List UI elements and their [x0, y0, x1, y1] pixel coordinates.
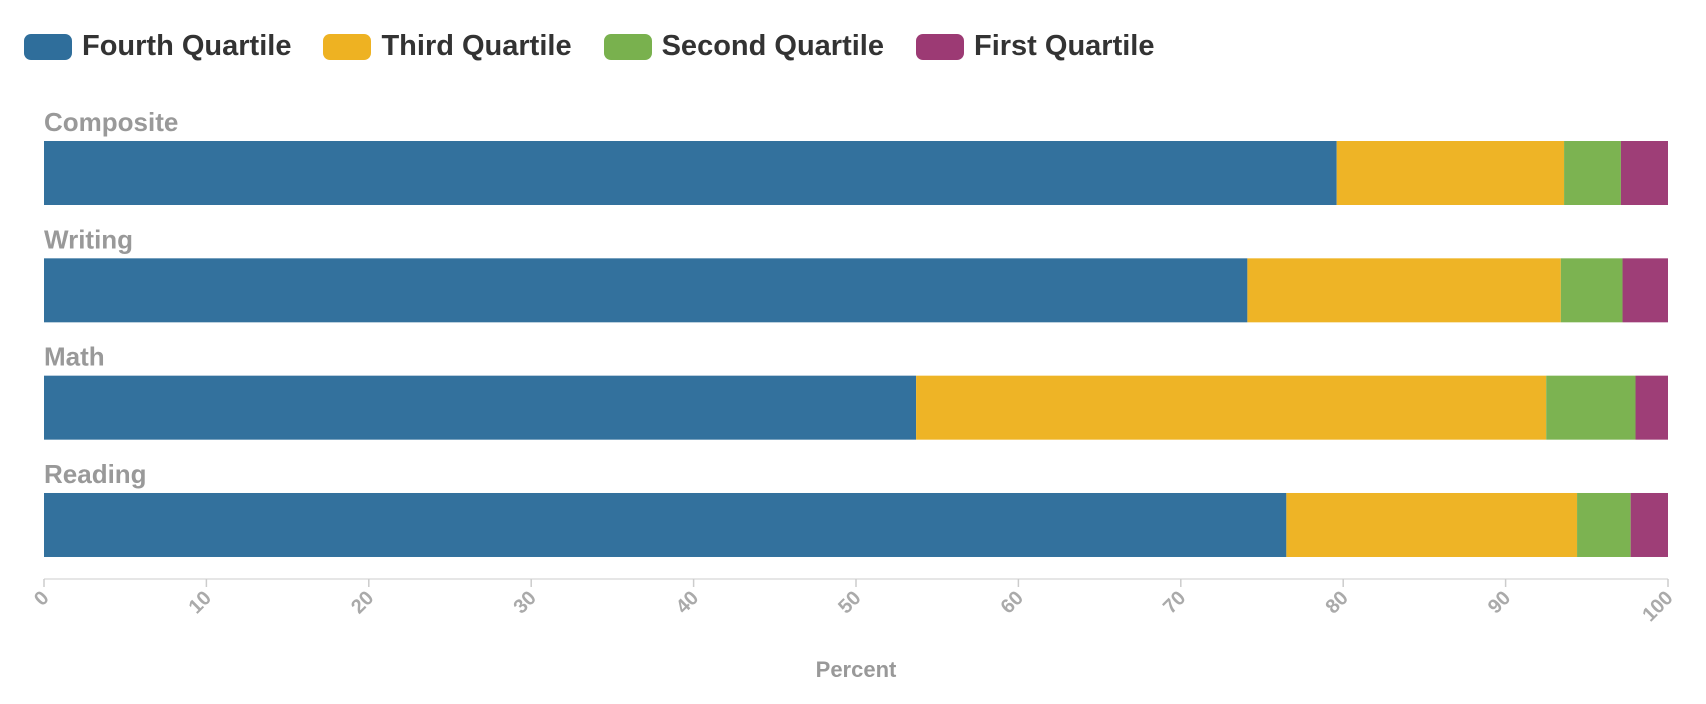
legend-label-fourth-quartile: Fourth Quartile [82, 30, 292, 62]
x-tick-label-40: 40 [672, 587, 703, 618]
legend-item-first-quartile[interactable]: First Quartile [915, 30, 1155, 63]
bar-reading-first-quartile [1630, 492, 1668, 557]
x-tick-label-80: 80 [1321, 587, 1352, 618]
bar-reading-second-quartile [1577, 492, 1631, 557]
legend-label-first-quartile: First Quartile [973, 30, 1155, 62]
legend-label-third-quartile: Third Quartile [381, 30, 572, 62]
bar-composite-first-quartile [1620, 141, 1668, 205]
bar-math-fourth-quartile [44, 375, 917, 440]
x-tick-label-0: 0 [30, 587, 53, 610]
category-label-writing: Writing [44, 224, 133, 254]
legend-item-fourth-quartile[interactable]: Fourth Quartile [24, 30, 291, 63]
bar-composite-second-quartile [1564, 141, 1621, 205]
x-tick-label-100: 100 [1638, 587, 1677, 626]
chart-legend: Fourth Quartile Third Quartile Second Qu… [24, 30, 1186, 63]
legend-item-second-quartile[interactable]: Second Quartile [603, 30, 884, 63]
bar-writing-third-quartile [1247, 258, 1561, 323]
x-tick-label-30: 30 [509, 587, 540, 618]
x-tick-label-10: 10 [185, 587, 216, 618]
legend-swatch-first-quartile [915, 33, 964, 60]
x-tick-label-70: 70 [1159, 587, 1190, 618]
bar-writing-second-quartile [1560, 258, 1623, 323]
bar-writing-first-quartile [1622, 258, 1668, 323]
category-label-reading: Reading [44, 459, 147, 489]
legend-item-third-quartile[interactable]: Third Quartile [323, 30, 572, 63]
x-tick-label-90: 90 [1484, 587, 1515, 618]
x-axis-title: Percent [816, 657, 897, 682]
bar-math-first-quartile [1635, 375, 1668, 440]
legend-swatch-second-quartile [603, 33, 652, 60]
bar-reading-third-quartile [1286, 492, 1578, 557]
bar-writing-fourth-quartile [44, 258, 1248, 323]
bar-composite-third-quartile [1336, 141, 1565, 205]
bar-math-third-quartile [916, 375, 1547, 440]
x-tick-label-50: 50 [834, 587, 865, 618]
category-label-composite: Composite [44, 107, 178, 137]
category-label-math: Math [44, 342, 105, 372]
legend-swatch-third-quartile [323, 33, 372, 60]
legend-label-second-quartile: Second Quartile [661, 30, 884, 62]
bar-reading-fourth-quartile [44, 492, 1287, 557]
bar-composite-fourth-quartile [44, 141, 1337, 205]
x-tick-label-20: 20 [347, 587, 378, 618]
bar-math-second-quartile [1546, 375, 1636, 440]
x-tick-label-60: 60 [997, 587, 1028, 618]
legend-swatch-fourth-quartile [24, 33, 72, 60]
